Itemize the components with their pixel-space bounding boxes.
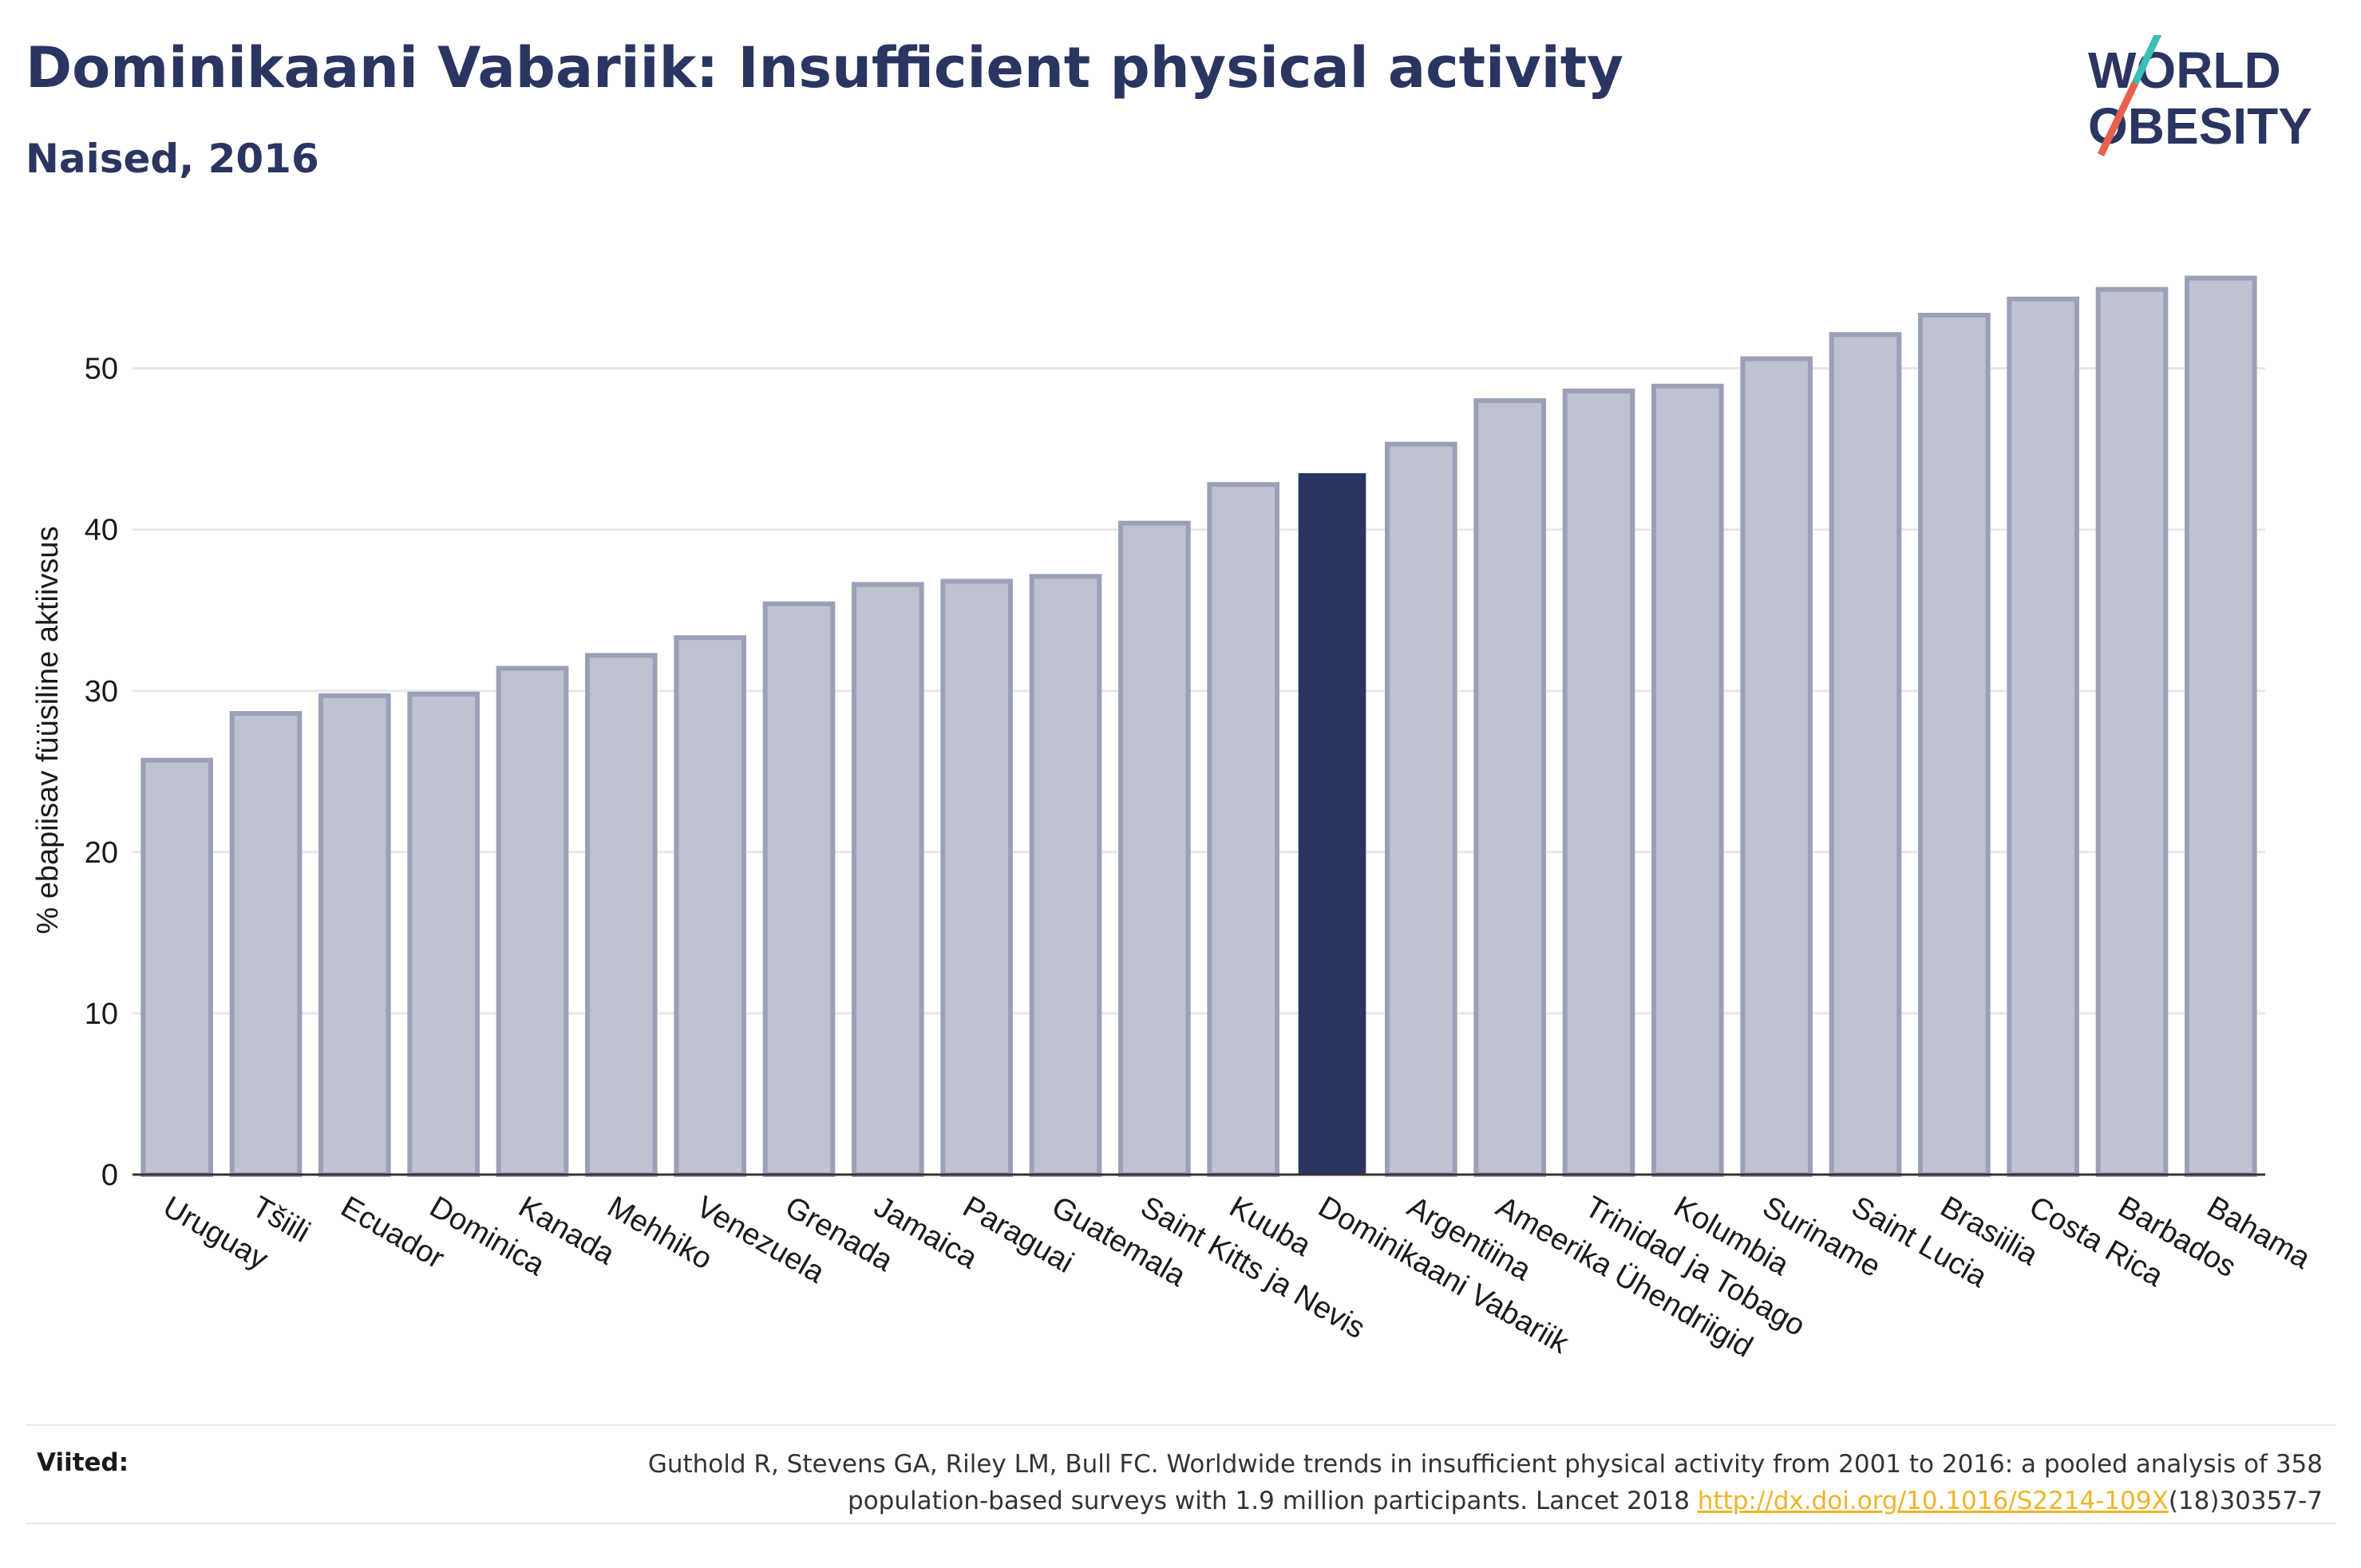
bar <box>1740 356 1813 1178</box>
bar <box>407 691 480 1177</box>
bar <box>1918 312 1991 1177</box>
logo-slash-teal <box>2131 35 2162 85</box>
reference-line2: population-based surveys with 1.9 millio… <box>848 1487 1698 1515</box>
bar <box>140 757 213 1177</box>
y-tick-label: 50 <box>85 353 118 386</box>
bar <box>1118 520 1191 1177</box>
bar-highlight <box>1298 473 1366 1175</box>
bar <box>318 693 391 1177</box>
grid-lines <box>132 367 2265 1015</box>
bar <box>585 653 658 1177</box>
bar <box>1562 388 1635 1177</box>
reference-line1: Guthold R, Stevens GA, Riley LM, Bull FC… <box>647 1450 2323 1479</box>
page-title: Dominikaani Vabariik: Insufficient physi… <box>26 35 1623 101</box>
bar <box>674 635 746 1177</box>
bar <box>1651 383 1724 1177</box>
reference-line2-end: (18)30357-7 <box>2168 1487 2323 1515</box>
footer-divider-top <box>26 1424 2335 1426</box>
y-tick-label: 0 <box>101 1159 118 1192</box>
references-text: Guthold R, Stevens GA, Riley LM, Bull FC… <box>487 1446 2323 1519</box>
bar <box>496 666 569 1177</box>
bar <box>229 711 303 1177</box>
y-tick-label: 30 <box>85 675 118 709</box>
page-subtitle: Naised, 2016 <box>26 136 319 182</box>
y-axis-ticks: 0 10 20 30 40 50 <box>85 353 118 1192</box>
bars <box>140 275 2257 1178</box>
bar <box>2095 286 2169 1178</box>
reference-doi-link[interactable]: http://dx.doi.org/10.1016/S2214-109X <box>1697 1487 2169 1515</box>
y-axis-label: % ebapiisav füüsiline aktiivsus <box>31 526 65 934</box>
references-label: Viited: <box>37 1448 129 1477</box>
bar <box>1207 482 1279 1177</box>
logo-line1: WORLD <box>2088 41 2281 99</box>
bar <box>2185 275 2257 1177</box>
bar <box>852 582 924 1177</box>
bar <box>762 601 836 1177</box>
bar <box>1473 398 1546 1177</box>
bar <box>940 579 1013 1177</box>
bar <box>2007 296 2079 1177</box>
y-tick-label: 20 <box>85 836 118 870</box>
logo-slash-red <box>2097 81 2139 156</box>
bar <box>1029 574 1102 1177</box>
footer-divider-bottom <box>26 1523 2335 1524</box>
bar <box>1829 332 1902 1177</box>
bar <box>1385 441 1457 1177</box>
world-obesity-logo: WORLD OBESITY <box>2088 35 2312 156</box>
y-tick-label: 10 <box>85 997 118 1031</box>
y-tick-label: 40 <box>85 514 118 547</box>
